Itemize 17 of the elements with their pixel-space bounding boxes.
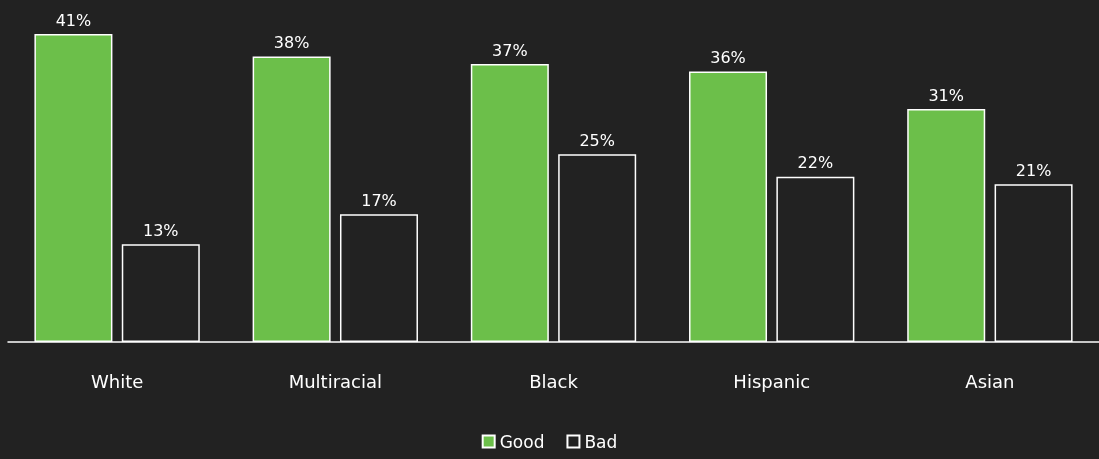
x-tick-label: White [90,370,144,392]
x-tick-label: Multiracial [288,370,382,392]
data-label: 38% [273,33,310,53]
data-label: 21% [1015,160,1052,180]
x-tick-label: Asian [965,370,1015,392]
data-label: 31% [928,85,964,105]
legend-label: Bad [584,431,618,452]
data-label: 22% [797,153,834,173]
data-label: 37% [492,40,528,60]
data-label: 41% [55,10,92,30]
x-tick-label: Black [529,370,579,392]
data-label: 36% [710,48,746,68]
x-tick-label: Hispanic [733,370,811,392]
data-label: 25% [579,130,615,150]
data-label: 17% [361,190,397,210]
legend-label: Good [499,431,545,452]
data-label: 13% [143,220,179,240]
